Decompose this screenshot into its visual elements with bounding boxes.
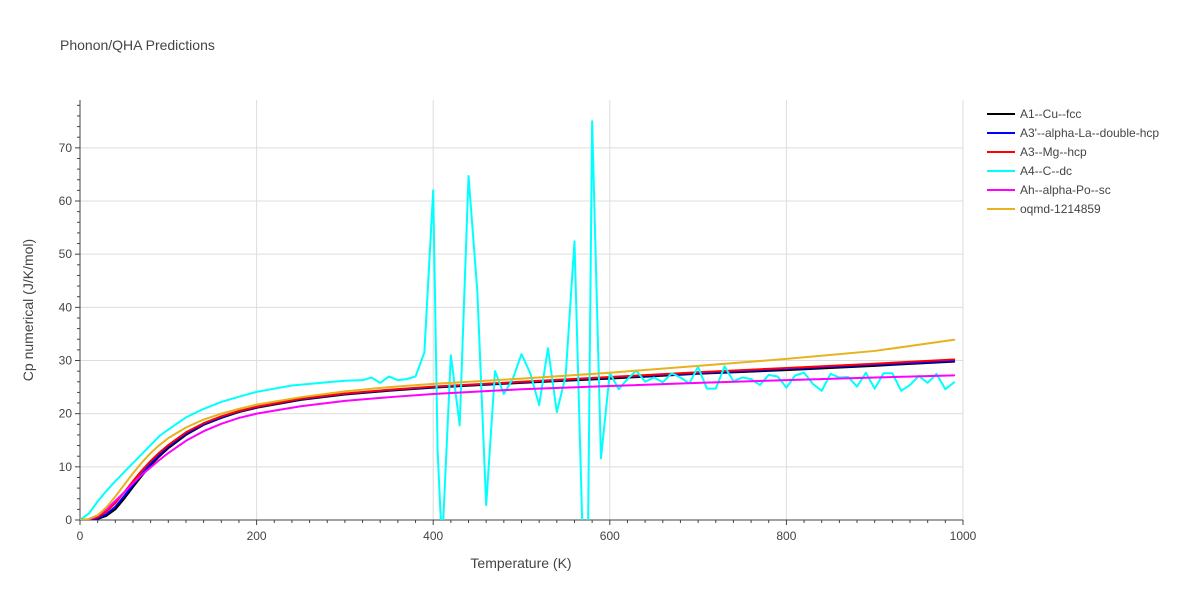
chart-title: Phonon/QHA Predictions bbox=[60, 37, 215, 53]
y-axis-title: Cp numerical (J/K/mol) bbox=[20, 239, 36, 381]
y-tick-label: 0 bbox=[65, 513, 72, 527]
legend-label: A3--Mg--hcp bbox=[1020, 145, 1087, 159]
legend-label: A1--Cu--fcc bbox=[1020, 107, 1081, 121]
series-line-6 bbox=[80, 338, 956, 520]
legend-label: A4--C--dc bbox=[1020, 164, 1072, 178]
legend-label: A3'--alpha-La--double-hcp bbox=[1020, 126, 1159, 140]
x-tick-label: 0 bbox=[77, 529, 84, 543]
series bbox=[80, 120, 956, 520]
y-tick-label: 70 bbox=[59, 141, 73, 155]
legend-label: Ah--alpha-Po--sc bbox=[1020, 183, 1111, 197]
series-line-5 bbox=[80, 374, 956, 520]
x-axis-title: Temperature (K) bbox=[470, 555, 571, 571]
y-tick-label: 40 bbox=[59, 300, 73, 314]
x-tick-label: 600 bbox=[600, 529, 620, 543]
y-tick-label: 50 bbox=[59, 247, 73, 261]
y-tick-label: 60 bbox=[59, 194, 73, 208]
x-ticks: 0 200 400 600 800 1000 bbox=[77, 520, 977, 543]
x-tick-label: 200 bbox=[247, 529, 267, 543]
x-tick-label: 800 bbox=[776, 529, 796, 543]
y-tick-label: 30 bbox=[59, 354, 73, 368]
x-tick-label: 1000 bbox=[950, 529, 977, 543]
plot-background bbox=[80, 100, 963, 520]
legend-label: oqmd-1214859 bbox=[1020, 202, 1101, 216]
y-tick-label: 20 bbox=[59, 407, 73, 421]
x-tick-label: 400 bbox=[423, 529, 443, 543]
y-tick-label: 10 bbox=[59, 460, 73, 474]
series-line-3 bbox=[80, 358, 956, 520]
legend: A1--Cu--fcc A3'--alpha-La--double-hcp A3--… bbox=[987, 107, 1159, 216]
y-ticks: 0 10 20 30 40 50 60 70 bbox=[59, 104, 80, 527]
